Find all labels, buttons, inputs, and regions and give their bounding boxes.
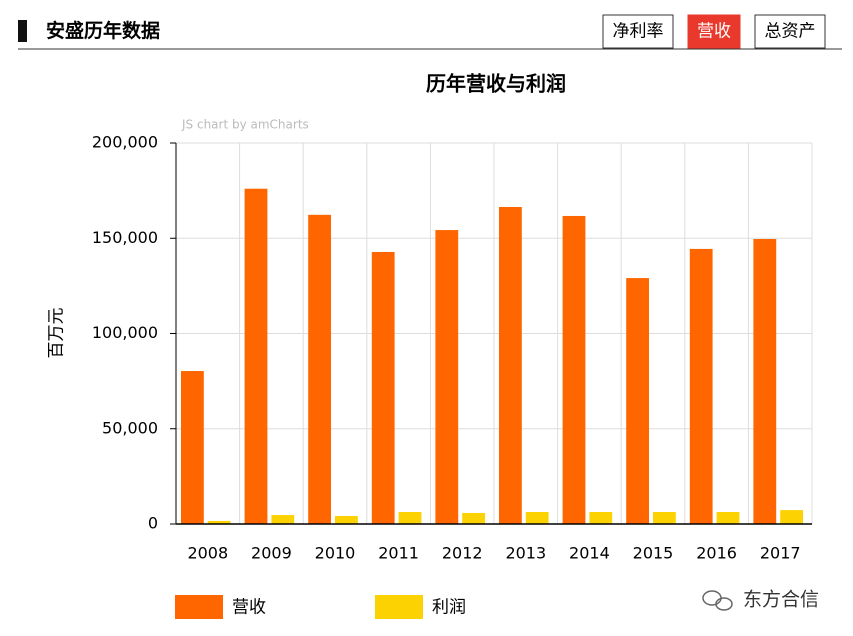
y-tick-label: 200,000 [92, 133, 158, 152]
bar [308, 214, 331, 525]
header-marker [18, 20, 27, 42]
x-tick-label: 2008 [187, 544, 228, 563]
header-title: 安盛历年数据 [46, 19, 160, 42]
tab[interactable] [687, 14, 741, 49]
bar [716, 511, 740, 524]
x-tick-label: 2010 [315, 544, 356, 563]
bar [335, 515, 358, 524]
x-tick-label: 2013 [505, 544, 546, 563]
x-tick-label: 2015 [633, 544, 674, 563]
bar [653, 511, 676, 524]
x-tick-label: 2016 [696, 544, 737, 563]
bar [244, 188, 268, 524]
tab[interactable] [754, 14, 826, 49]
watermark: 东方合信 [743, 589, 819, 611]
bar [371, 251, 395, 524]
tab[interactable] [602, 14, 674, 49]
legend-swatch[interactable] [175, 595, 223, 619]
y-axis-label: 百万元 [47, 308, 67, 359]
tab-label[interactable]: 总资产 [765, 22, 816, 42]
bar [271, 515, 295, 524]
y-tick-label: 100,000 [92, 323, 158, 342]
credit: JS chart by amCharts [181, 118, 309, 132]
bar [589, 511, 613, 524]
legend-swatch[interactable] [375, 595, 423, 619]
bar [398, 511, 422, 524]
x-tick-label: 2011 [378, 544, 419, 563]
legend-label[interactable]: 利润 [432, 598, 466, 618]
x-tick-label: 2017 [760, 544, 801, 563]
x-tick-label: 2014 [569, 544, 610, 563]
x-tick-label: 2009 [251, 544, 292, 563]
y-tick-label: 150,000 [92, 228, 158, 247]
bar [753, 239, 777, 524]
watermark-icon [702, 590, 733, 611]
bar [499, 207, 522, 524]
tab-label[interactable]: 营收 [697, 22, 731, 42]
bar [207, 520, 231, 524]
bar [435, 230, 459, 524]
legend-label[interactable]: 营收 [232, 598, 266, 618]
y-tick-label: 50,000 [102, 418, 158, 437]
y-tick-label: 0 [148, 514, 158, 533]
x-tick-label: 2012 [442, 544, 483, 563]
tab-label[interactable]: 净利率 [613, 22, 664, 42]
chart-title: 历年营收与利润 [426, 72, 566, 96]
bar [181, 371, 204, 524]
bar [525, 511, 549, 524]
bar [462, 512, 485, 524]
bar [626, 278, 649, 524]
bar [562, 215, 586, 525]
bar [780, 510, 803, 524]
bar [689, 248, 713, 524]
